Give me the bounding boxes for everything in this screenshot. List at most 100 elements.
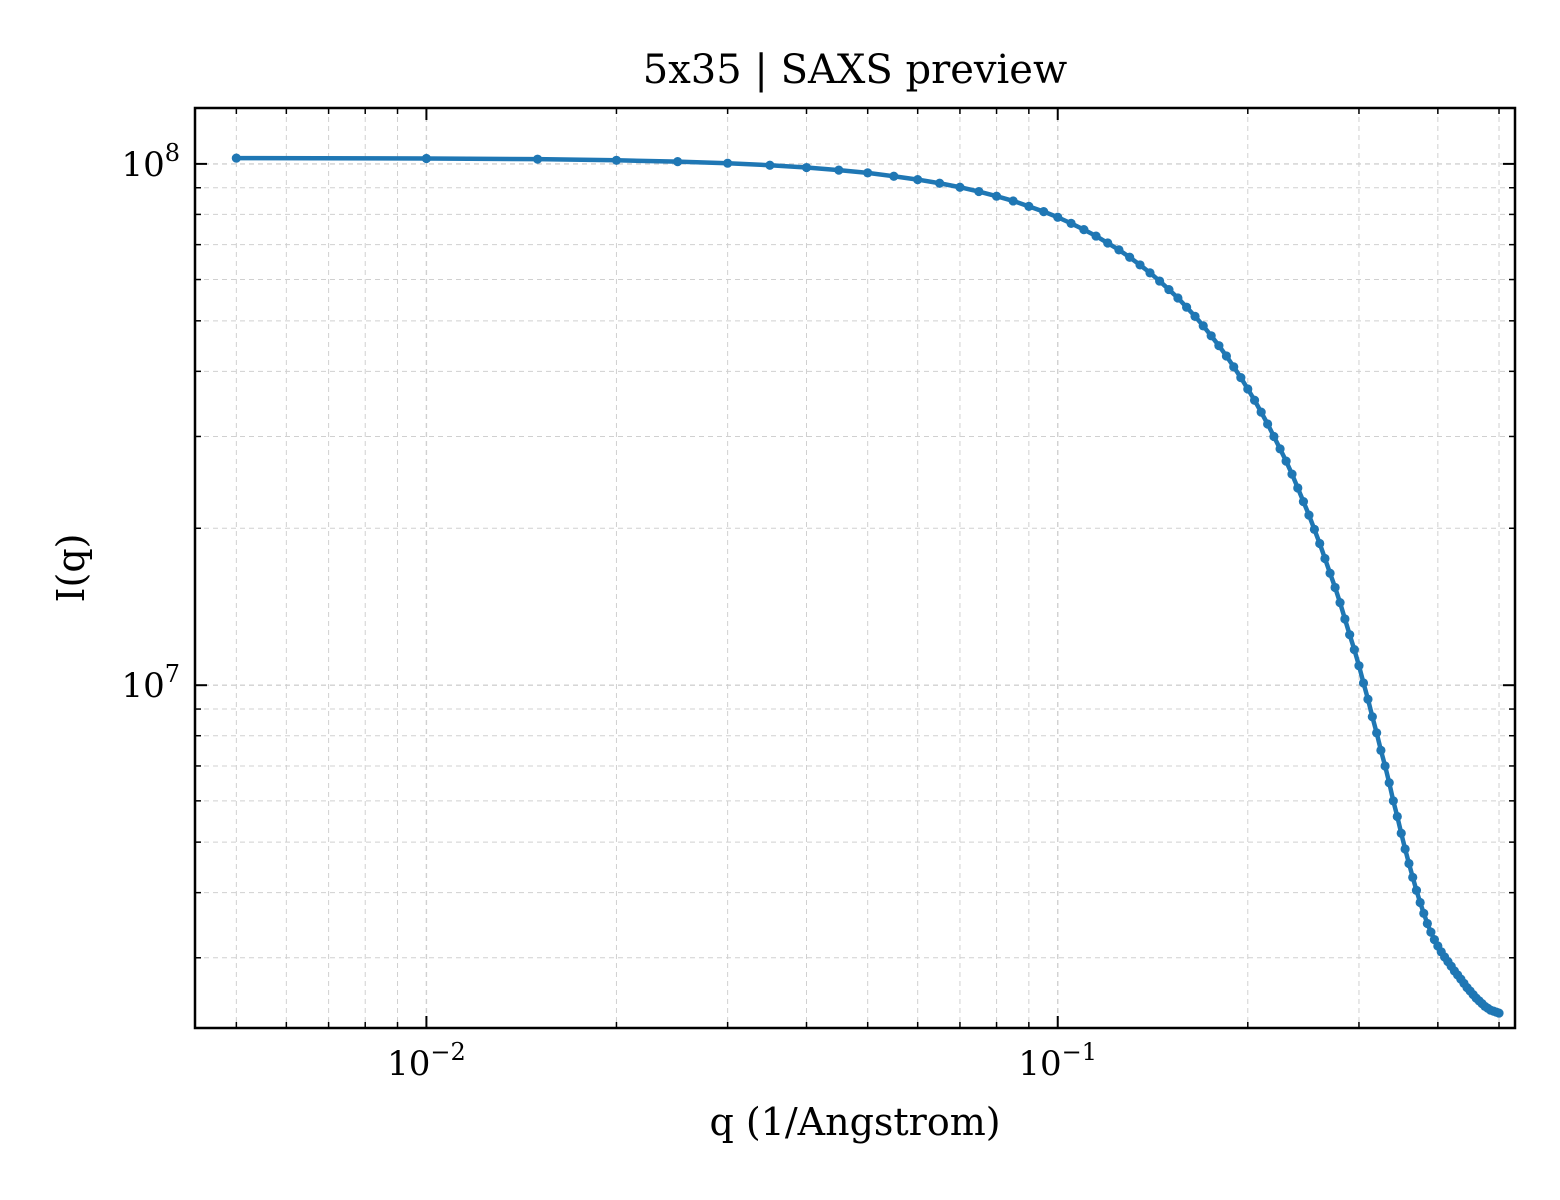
data-point (1408, 872, 1418, 882)
x-tick-label: 10−1 (1018, 1038, 1097, 1084)
data-point (1249, 395, 1260, 405)
data-point (1309, 524, 1319, 535)
data-point (1367, 712, 1377, 722)
data-point (1155, 276, 1165, 286)
data-point (1304, 510, 1314, 520)
data-point (1182, 302, 1192, 312)
data-point (1392, 811, 1402, 822)
data-point (1335, 598, 1345, 608)
data-point (1358, 678, 1369, 688)
y-tick-label-base: 10 (121, 666, 164, 706)
data-point (1380, 761, 1390, 771)
x-tick-label-exponent: −2 (430, 1038, 465, 1066)
data-point (1214, 341, 1224, 351)
data-point (1039, 207, 1049, 217)
data-point (1320, 553, 1330, 564)
plot-frame (193, 106, 1517, 1030)
data-point (1114, 245, 1124, 255)
x-tick-label: 10−2 (387, 1038, 466, 1084)
data-point (1422, 918, 1432, 929)
x-tick-label-base: 10 (1018, 1044, 1061, 1084)
data-point (673, 157, 683, 167)
data-point (1066, 218, 1076, 228)
data-point (1426, 927, 1436, 937)
data-point (1190, 311, 1200, 321)
data-point (1091, 231, 1101, 241)
axis-ticks (195, 108, 1515, 1028)
data-point (991, 191, 1002, 201)
y-tick-label: 107 (121, 660, 180, 706)
data-point (1400, 844, 1410, 854)
data-point (1198, 321, 1208, 331)
data-point (1103, 238, 1113, 248)
data-point (1494, 1008, 1504, 1018)
data-point (1263, 419, 1273, 429)
x-tick-label-base: 10 (387, 1044, 430, 1084)
data-point (231, 153, 241, 163)
data-point (1415, 897, 1425, 908)
data-point (1236, 373, 1246, 383)
x-tick-label-exponent: −1 (1062, 1038, 1097, 1066)
data-point (935, 178, 945, 188)
data-point (1372, 728, 1382, 738)
data-point (889, 171, 899, 181)
data-point (834, 165, 844, 175)
data-point (1384, 778, 1394, 788)
x-axis-label: q (1/Angstrom) (709, 1100, 1000, 1144)
data-point (1396, 828, 1406, 838)
data-point (1315, 538, 1325, 549)
data-point (1206, 331, 1216, 341)
data-point (1229, 362, 1239, 372)
y-tick-label: 108 (121, 139, 180, 185)
data-point (1363, 694, 1373, 704)
data-point (1269, 431, 1279, 442)
data-point (765, 160, 775, 170)
data-point (1008, 196, 1018, 206)
data-point (955, 182, 965, 192)
data-point (1349, 645, 1359, 655)
data-point (1164, 284, 1174, 295)
series-layer (231, 153, 1504, 1018)
data-point (1330, 582, 1340, 593)
data-point (1340, 614, 1350, 624)
y-tick-label-exponent: 8 (165, 139, 180, 167)
chart-title: 5x35 | SAXS preview (643, 47, 1067, 93)
y-tick-label-base: 10 (121, 145, 164, 185)
data-point (1325, 568, 1335, 578)
data-point (1145, 268, 1155, 278)
data-point (913, 174, 923, 185)
data-point (1388, 796, 1398, 806)
data-point (974, 186, 984, 197)
data-point (863, 168, 873, 178)
data-point (1287, 469, 1297, 479)
data-point (532, 154, 543, 164)
data-point (1376, 745, 1386, 755)
y-tick-label-exponent: 7 (165, 660, 180, 688)
data-point (611, 155, 622, 165)
data-point (801, 162, 812, 173)
data-point (1243, 384, 1253, 394)
data-point (1256, 407, 1266, 417)
data-point (1411, 885, 1422, 896)
data-point (1404, 858, 1414, 869)
data-point (1221, 351, 1232, 361)
data-point (1053, 212, 1063, 222)
data-point (1125, 252, 1135, 262)
data-point (1135, 260, 1145, 270)
data-point (1275, 444, 1285, 454)
data-point (1354, 661, 1364, 671)
data-point (723, 158, 733, 168)
data-point (1079, 225, 1089, 235)
data-point (421, 153, 431, 164)
data-point (1293, 483, 1303, 493)
data-point (1173, 293, 1183, 303)
data-point (1298, 497, 1309, 507)
data-point (1419, 908, 1429, 918)
data-point (1281, 456, 1291, 466)
data-point (1024, 201, 1034, 211)
y-axis-label: I(q) (49, 534, 93, 603)
